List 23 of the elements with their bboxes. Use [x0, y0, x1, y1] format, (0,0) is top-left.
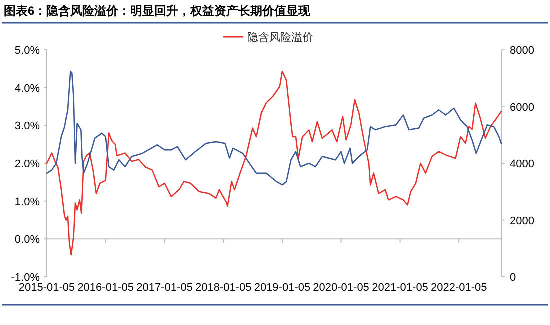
x-tick-label: 2020-01-05 — [313, 282, 370, 294]
y-tick-label: 5.0% — [14, 45, 40, 57]
x-tick-label: 2017-01-05 — [136, 282, 193, 294]
y-tick-label: -1.0% — [11, 272, 40, 284]
y2-tick-label: 6000 — [510, 102, 534, 114]
x-tick-label: 2022-01-05 — [430, 282, 488, 294]
chart-title: 图表6：隐含风险溢价：明显回升，权益资产长期价值显现 — [4, 4, 312, 18]
y-tick-label: 1.0% — [14, 196, 40, 208]
y2-tick-label: 2000 — [510, 215, 534, 228]
y-tick-label: 4.0% — [14, 82, 40, 95]
y2-tick-label: 4000 — [510, 158, 534, 170]
legend: 隐含风险溢价 — [224, 32, 314, 44]
y-tick-label: 0.0% — [14, 234, 40, 246]
y-tick-label: 3.0% — [14, 120, 40, 133]
x-tick-label: 2019-01-05 — [254, 282, 311, 294]
y2-tick-label: 0 — [510, 272, 516, 284]
y2-tick-label: 8000 — [510, 45, 534, 57]
x-tick-label: 2016-01-05 — [78, 282, 134, 294]
legend-label: 隐含风险溢价 — [248, 31, 314, 44]
y-tick-label: 2.0% — [14, 158, 40, 170]
x-tick-label: 2015-01-05 — [18, 282, 76, 294]
x-tick-label: 2018-01-05 — [196, 282, 252, 294]
x-tick-label: 2021-01-05 — [372, 282, 428, 294]
